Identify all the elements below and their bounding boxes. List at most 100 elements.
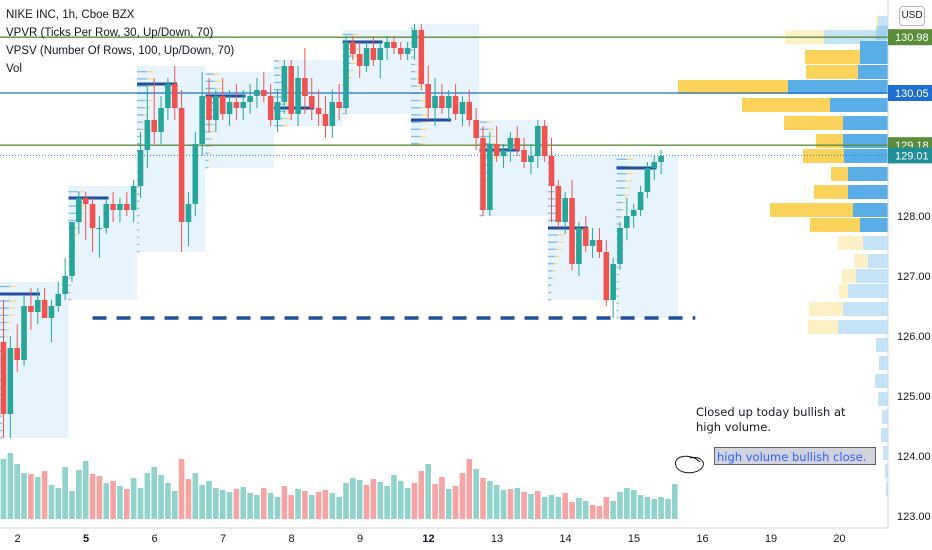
session-profile-bar	[420, 107, 427, 109]
session-profile-bar	[137, 107, 145, 109]
x-tick-label: 9	[357, 533, 363, 545]
volume-bar	[521, 492, 527, 519]
y-tick-label: 128.00	[897, 211, 931, 223]
session-profile-bar	[274, 125, 283, 127]
candle-body	[411, 30, 418, 48]
session-profile-bar	[616, 187, 625, 189]
session-profile-bar	[213, 73, 220, 75]
session-profile-bar	[616, 288, 619, 290]
candle-body	[144, 120, 151, 150]
volume-bar	[541, 497, 548, 519]
volume-bar	[452, 486, 459, 519]
session-profile-bar	[548, 291, 551, 294]
session-profile-bar	[616, 302, 619, 304]
candle-body	[459, 102, 466, 114]
session-profile-bar	[411, 63, 415, 66]
session-profile-bar	[415, 71, 418, 73]
session-profile-bar	[274, 81, 282, 84]
session-profile-bar	[142, 121, 147, 123]
volume-bar	[391, 475, 397, 519]
volume-bar	[82, 461, 89, 519]
session-profile-bar	[411, 135, 420, 138]
session-profile-bar	[208, 159, 210, 162]
session-profile-bar	[205, 152, 209, 154]
session-profile-bar	[137, 114, 144, 116]
candle-body	[589, 240, 596, 246]
indicator-vpsv[interactable]: VPSV (Number Of Rows, 100, Up/Down, 70)	[6, 45, 235, 57]
session-profile-bar	[616, 194, 624, 196]
session-profile-bar	[138, 207, 141, 210]
candle-body	[76, 198, 82, 222]
candle-body	[274, 102, 281, 120]
session-profile-bar	[551, 277, 555, 279]
circle-annotation	[674, 455, 704, 474]
volume-bar	[603, 497, 610, 519]
volume-profile-up	[860, 218, 888, 232]
x-tick-label: 2	[14, 533, 20, 545]
session-profile-bar	[411, 143, 419, 145]
candle-body	[295, 78, 301, 114]
session-profile-bar	[479, 128, 488, 130]
price-label-bg	[888, 85, 932, 101]
session-profile-bar	[417, 85, 422, 87]
candle-body	[21, 306, 27, 360]
session-profile-bar	[0, 285, 10, 288]
session-profile-bar	[485, 186, 489, 188]
volume-bar	[535, 491, 541, 519]
session-profile-bar	[618, 302, 620, 304]
volume-bar	[384, 486, 390, 519]
session-profile-bar	[9, 300, 17, 302]
volume-bar	[130, 478, 137, 519]
volume-bar	[247, 493, 253, 519]
volume-bar	[569, 502, 575, 519]
volume-profile-down	[810, 218, 860, 232]
candle-body	[576, 228, 582, 264]
currency-button[interactable]: USD	[899, 6, 925, 26]
price-label: 130.05	[895, 88, 929, 100]
session-profile-bar	[137, 207, 139, 210]
session-profile-bar	[411, 56, 414, 58]
volume-bar	[432, 484, 438, 519]
callout-annotation[interactable]: high volume bullish close.	[714, 447, 876, 465]
session-profile-bar	[420, 128, 428, 130]
session-profile-bar	[205, 167, 208, 169]
volume-profile-up	[843, 134, 888, 148]
session-profile-bar	[342, 113, 345, 115]
session-profile-bar	[411, 114, 422, 116]
candle-body	[356, 54, 363, 66]
session-profile-bar	[618, 317, 620, 319]
session-profile-bar	[616, 223, 620, 225]
session-profile-bar	[616, 317, 619, 319]
volume-profile-down	[742, 98, 830, 112]
session-profile-bar	[548, 234, 558, 236]
session-profile-bar	[0, 415, 2, 417]
indicator-vol[interactable]: Vol	[6, 63, 22, 75]
volume-bar	[206, 481, 212, 519]
volume-profile-up	[848, 185, 888, 199]
candle-body	[541, 126, 548, 156]
session-profile-bar	[411, 71, 416, 73]
session-profile-bar	[557, 219, 565, 222]
indicator-vpvr[interactable]: VPVR (Ticks Per Row, 30, Up/Down, 70)	[6, 27, 214, 39]
symbol-title[interactable]: NIKE INC, 1h, Cboe BZX	[6, 9, 135, 21]
volume-profile-up	[788, 80, 888, 94]
session-profile-bar	[616, 295, 619, 297]
candle-body	[343, 42, 349, 108]
candle-body	[630, 210, 637, 216]
candle-body	[288, 66, 294, 114]
session-profile-bar	[70, 277, 72, 279]
session-profile-bar	[68, 299, 71, 301]
candle-body	[34, 300, 41, 312]
session-profile-bar	[557, 234, 565, 236]
volume-bar	[274, 497, 281, 519]
session-profile-bar	[68, 284, 71, 286]
session-profile-bar	[350, 62, 357, 64]
price-label: 129.01	[895, 150, 929, 162]
volume-bar	[350, 478, 356, 519]
text-annotation[interactable]: Closed up today bullish at high volume.	[696, 405, 846, 434]
candle-body	[370, 48, 377, 60]
volume-bar	[55, 488, 62, 519]
y-tick-label: 127.00	[897, 271, 931, 283]
volume-bar	[610, 501, 616, 519]
